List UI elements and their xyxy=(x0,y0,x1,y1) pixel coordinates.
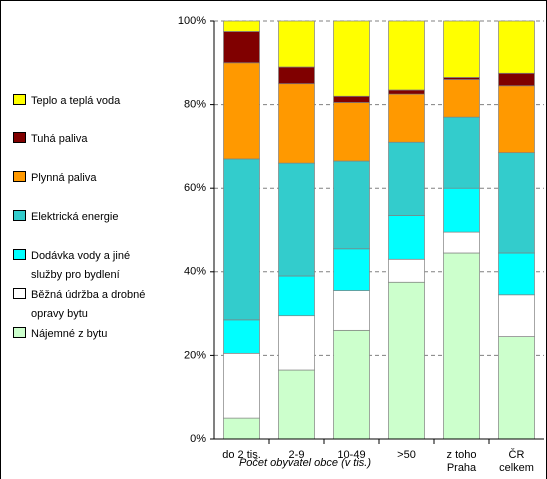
legend-swatch xyxy=(13,94,26,105)
legend-item: Nájemné z bytu xyxy=(13,325,173,344)
bar-segment xyxy=(443,231,480,254)
y-tick-label: 40% xyxy=(184,266,206,278)
bar-segment xyxy=(498,72,535,87)
bar-segment xyxy=(278,275,315,317)
bar-segment xyxy=(278,369,315,440)
bar-segment xyxy=(388,93,425,143)
y-tick-label: 0% xyxy=(190,433,206,445)
bar-segment xyxy=(498,294,535,337)
x-tick-label: 10-49 xyxy=(337,449,366,461)
bar-segment xyxy=(278,20,315,68)
bar-segment xyxy=(223,158,260,321)
bar-segment xyxy=(443,79,480,118)
legend-swatch xyxy=(13,249,26,260)
bar-segment xyxy=(333,95,370,103)
bar-segment xyxy=(278,66,315,85)
bar-segment xyxy=(223,319,260,354)
bar-segment xyxy=(333,290,370,331)
legend-item: Teplo a teplá voda xyxy=(13,92,173,111)
x-tick-label: ČR celkem xyxy=(499,449,534,474)
bar-segment xyxy=(498,85,535,154)
bar-segment xyxy=(443,187,480,233)
y-tick-label: 100% xyxy=(178,15,206,27)
bar-segment xyxy=(223,62,260,160)
bar-segment xyxy=(333,160,370,250)
legend-item: Běžná údržba a drobné opravy bytu xyxy=(13,286,173,324)
legend-label: Teplo a teplá voda xyxy=(31,95,121,107)
legend-item: Tuhá paliva xyxy=(13,130,173,149)
bar-segment xyxy=(388,20,425,91)
bar-segment xyxy=(498,152,535,254)
x-tick-label: 2-9 xyxy=(288,449,305,461)
bar-segment xyxy=(443,116,480,189)
x-tick-label: >50 xyxy=(397,449,416,461)
y-tick-label: 60% xyxy=(184,182,206,194)
bar-segment xyxy=(388,89,425,95)
legend-swatch xyxy=(13,288,26,299)
legend-item: Elektrická energie xyxy=(13,208,173,227)
legend-label: Plynná paliva xyxy=(31,172,97,184)
legend-item: Plynná paliva xyxy=(13,169,173,188)
bar-segment xyxy=(333,102,370,162)
y-tick-label: 80% xyxy=(184,99,206,111)
bar-segment xyxy=(333,329,370,440)
legend-label: Dodávka vody a jiné služby pro bydlení xyxy=(31,250,131,281)
legend-label: Běžná údržba a drobné opravy bytu xyxy=(31,289,146,320)
bar-segment xyxy=(443,252,480,440)
bar-segment xyxy=(223,417,260,440)
bar-segment xyxy=(498,252,535,296)
bar-segment xyxy=(223,20,260,32)
bar-segment xyxy=(443,20,480,78)
bar-segment xyxy=(388,215,425,260)
legend-swatch xyxy=(13,327,26,338)
bar-segment xyxy=(278,315,315,371)
legend-swatch xyxy=(13,171,26,182)
bar-segment xyxy=(278,83,315,164)
legend-swatch xyxy=(13,210,26,221)
bar-segment xyxy=(223,352,260,419)
bar-segment xyxy=(333,248,370,291)
bar-segment xyxy=(388,258,425,283)
x-tick-label: do 2 tis. xyxy=(222,449,261,461)
bar-segment xyxy=(388,281,425,440)
y-tick-label: 20% xyxy=(184,349,206,361)
legend-label: Nájemné z bytu xyxy=(31,328,108,340)
x-tick-label: z toho Praha xyxy=(446,449,477,474)
bar-segment xyxy=(388,141,425,216)
legend-item: Dodávka vody a jiné služby pro bydlení xyxy=(13,247,173,285)
bar-segment xyxy=(498,20,535,74)
x-axis-title: Počet obyvatel obce (v tis.) xyxy=(238,457,372,469)
legend-label: Tuhá paliva xyxy=(31,133,88,145)
bar-segment xyxy=(498,336,535,440)
legend-label: Elektrická energie xyxy=(31,211,119,223)
bar-segment xyxy=(223,31,260,64)
bar-segment xyxy=(278,162,315,277)
bar-segment xyxy=(333,20,370,97)
legend-swatch xyxy=(13,132,26,143)
